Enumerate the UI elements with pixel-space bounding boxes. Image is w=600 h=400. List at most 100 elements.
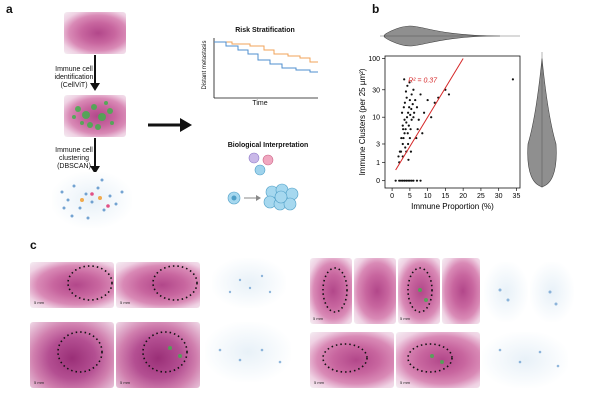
panel-label-b: b bbox=[372, 2, 380, 16]
bio-title: Biological Interpretation bbox=[227, 142, 309, 149]
immune-cluster-map bbox=[52, 172, 132, 228]
scatter-point bbox=[408, 179, 411, 182]
scatter-point bbox=[407, 124, 410, 127]
scatter-point bbox=[401, 124, 404, 127]
scale-label-8: 5 mm bbox=[400, 380, 410, 385]
scatter-point bbox=[403, 101, 406, 104]
scatter-point bbox=[403, 132, 406, 135]
km-curve-low bbox=[214, 41, 318, 73]
risk-kaplan-meier-plot bbox=[213, 38, 318, 99]
scatter-point bbox=[405, 96, 408, 99]
x-axis-label: Immune Proportion (%) bbox=[411, 202, 494, 211]
scatter-point bbox=[404, 90, 408, 93]
x-tick-label: 5 bbox=[408, 193, 412, 200]
scatter-point bbox=[417, 118, 420, 121]
scatter-point bbox=[411, 103, 414, 106]
scatter-point bbox=[415, 179, 419, 182]
scatter-point bbox=[405, 121, 408, 124]
scatter-point bbox=[415, 106, 419, 109]
y-tick-label: 30 bbox=[372, 87, 380, 94]
scatter-point bbox=[405, 179, 408, 182]
scatter-point bbox=[403, 78, 406, 81]
c-r1-l-tissue-2 bbox=[116, 262, 200, 308]
scatter-point bbox=[401, 142, 404, 146]
scatter-point bbox=[410, 93, 413, 96]
scale-label-4: 5 mm bbox=[400, 316, 410, 321]
c-r1-l-tissue-1 bbox=[30, 262, 114, 308]
plot-frame bbox=[384, 55, 521, 189]
down-arrow-2 bbox=[90, 138, 100, 174]
scatter-point bbox=[414, 98, 417, 102]
scatter-point bbox=[407, 158, 410, 161]
scatter-point bbox=[409, 128, 412, 131]
scatter-point bbox=[402, 106, 405, 109]
wsi-thumbnail-cellvit bbox=[64, 95, 126, 137]
x-tick-label: 30 bbox=[495, 193, 503, 200]
scatter-point bbox=[394, 179, 397, 182]
km-curve-high bbox=[214, 41, 318, 63]
scatter-point bbox=[408, 98, 411, 102]
scatter-point bbox=[419, 93, 422, 96]
scatter-point bbox=[421, 132, 424, 135]
scale-label-6: 5 mm bbox=[120, 380, 130, 385]
scatter-point bbox=[433, 101, 436, 104]
c-r2-l-cluster-map bbox=[205, 322, 291, 382]
x-tick-label: 35 bbox=[513, 193, 521, 200]
scatter-point bbox=[409, 150, 413, 153]
scale-label-1: 5 mm bbox=[34, 300, 44, 305]
scatter-point bbox=[412, 179, 415, 182]
scatter-point bbox=[511, 78, 514, 81]
scatter-point bbox=[447, 93, 451, 96]
scatter-point bbox=[422, 111, 426, 114]
scatter-point bbox=[403, 179, 406, 182]
scatter-point bbox=[397, 155, 400, 158]
step1-caption: Immune cell identification (CellViT) bbox=[54, 66, 94, 89]
scatter-point bbox=[406, 179, 410, 182]
scatter-point bbox=[398, 150, 402, 153]
scatter-point bbox=[408, 81, 411, 84]
scatter-chart: 0 5 10 15 20 25 30 35 0 1 3 10 30 100 Immune Proportio… bbox=[358, 25, 557, 211]
risk-title: Risk Stratification bbox=[235, 27, 295, 34]
scatter-point bbox=[426, 98, 429, 102]
y-tick-label: 10 bbox=[372, 115, 380, 122]
c-r1-r-cluster-map-2 bbox=[530, 262, 574, 322]
down-arrow-1 bbox=[90, 55, 100, 91]
x-tick-label: 15 bbox=[441, 193, 449, 200]
c-r2-r-cluster-map bbox=[482, 332, 568, 388]
scatter-point bbox=[403, 118, 406, 121]
scatter-point bbox=[404, 146, 407, 149]
y-tick-label: 0 bbox=[376, 178, 380, 185]
scatter-point bbox=[419, 179, 422, 182]
wsi-thumbnail-original bbox=[64, 12, 126, 54]
x-tick-label: 0 bbox=[390, 193, 394, 200]
biological-interpretation-illustration bbox=[227, 152, 299, 211]
scatter-point bbox=[430, 116, 433, 119]
scatter-point bbox=[409, 113, 412, 116]
scale-label-5: 5 mm bbox=[34, 380, 44, 385]
scatter-point bbox=[400, 111, 404, 114]
scatter-point bbox=[416, 128, 419, 131]
risk-xlabel: Time bbox=[252, 100, 268, 107]
y-tick-label: 1 bbox=[376, 160, 380, 167]
scatter-point bbox=[408, 106, 411, 109]
scatter-point bbox=[406, 132, 409, 135]
scatter-point bbox=[405, 116, 409, 119]
scatter-point bbox=[406, 142, 410, 146]
x-tick-label: 20 bbox=[459, 193, 467, 200]
r-squared-annotation: R² = 0.37 bbox=[408, 77, 438, 84]
c-r1-r-cluster-map-1 bbox=[484, 262, 528, 322]
y-tick-label: 100 bbox=[368, 56, 380, 63]
scatter-point bbox=[413, 111, 416, 114]
scatter-point bbox=[400, 136, 403, 140]
right-arrow bbox=[148, 118, 192, 132]
scale-label-7: 5 mm bbox=[314, 380, 324, 385]
regression-line bbox=[395, 58, 464, 171]
scatter-point bbox=[412, 88, 415, 91]
c-r1-r-tissue-2 bbox=[354, 258, 396, 324]
c-r2-r-tissue-2 bbox=[396, 332, 480, 388]
x-tick-label: 25 bbox=[477, 193, 485, 200]
scatter-point bbox=[404, 128, 407, 131]
scatter-point bbox=[410, 118, 413, 121]
c-r1-l-cluster-map bbox=[212, 258, 286, 308]
